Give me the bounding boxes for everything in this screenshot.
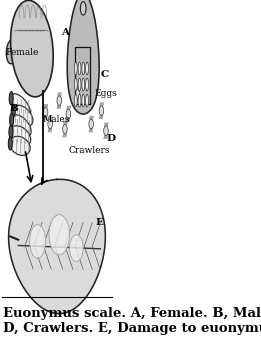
Ellipse shape [74, 62, 77, 75]
Ellipse shape [10, 126, 31, 146]
Ellipse shape [78, 78, 81, 91]
Ellipse shape [86, 62, 88, 75]
Text: Crawlers: Crawlers [68, 146, 110, 154]
Ellipse shape [10, 136, 30, 155]
Ellipse shape [82, 94, 85, 107]
Text: E: E [96, 218, 104, 227]
Ellipse shape [86, 94, 88, 107]
Text: D: D [106, 134, 115, 143]
Polygon shape [67, 0, 99, 114]
Ellipse shape [9, 125, 13, 138]
Ellipse shape [57, 96, 62, 105]
Ellipse shape [78, 62, 81, 75]
Text: Eggs: Eggs [94, 89, 117, 98]
Text: Males: Males [42, 115, 69, 124]
Ellipse shape [11, 0, 53, 97]
Ellipse shape [104, 126, 108, 135]
Ellipse shape [80, 2, 86, 15]
Text: B: B [9, 104, 18, 113]
Ellipse shape [89, 119, 93, 129]
Text: C: C [100, 70, 108, 79]
Text: Female: Female [6, 48, 39, 57]
Ellipse shape [6, 40, 16, 64]
Polygon shape [9, 179, 105, 314]
Ellipse shape [74, 78, 77, 91]
Ellipse shape [66, 109, 71, 119]
Ellipse shape [69, 235, 83, 262]
Ellipse shape [30, 225, 46, 258]
Ellipse shape [75, 89, 80, 99]
Ellipse shape [49, 214, 69, 255]
Ellipse shape [11, 104, 15, 117]
Ellipse shape [63, 124, 67, 134]
Ellipse shape [43, 108, 48, 117]
Text: A: A [62, 28, 69, 37]
Text: Euonymus scale. A, Female. B, Males. C, Eggs.
D, Crawlers. E, Damage to euonymus: Euonymus scale. A, Female. B, Males. C, … [3, 307, 261, 335]
Ellipse shape [11, 115, 31, 137]
Ellipse shape [48, 119, 52, 129]
Ellipse shape [13, 105, 33, 126]
Ellipse shape [74, 94, 77, 107]
Ellipse shape [78, 94, 81, 107]
Ellipse shape [11, 94, 31, 117]
Ellipse shape [82, 62, 85, 75]
Ellipse shape [8, 137, 12, 150]
Ellipse shape [99, 106, 104, 115]
Ellipse shape [9, 92, 13, 105]
Ellipse shape [82, 78, 85, 91]
Ellipse shape [10, 113, 14, 127]
Ellipse shape [86, 78, 88, 91]
